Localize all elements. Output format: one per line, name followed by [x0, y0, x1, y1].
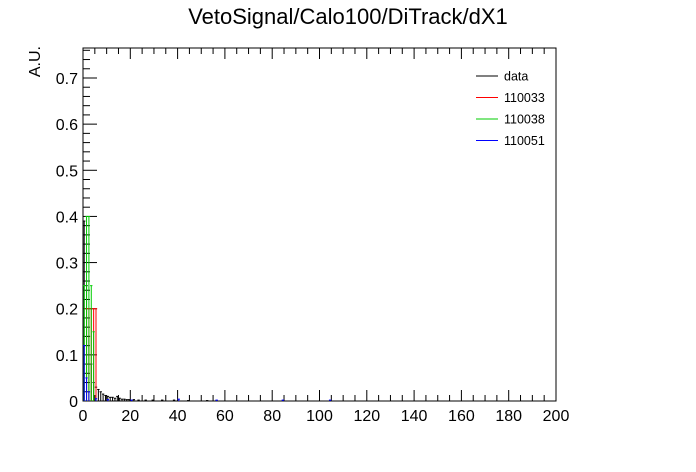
- x-tick-label: 20: [121, 408, 139, 425]
- y-tick-label: 0.7: [56, 71, 78, 88]
- y-tick-label: 0.5: [56, 163, 78, 180]
- series-110051: [83, 345, 332, 401]
- y-tick-label: 0.2: [56, 302, 78, 319]
- legend-label-110033: 110033: [504, 91, 545, 105]
- y-axis-label: A.U.: [27, 46, 44, 77]
- x-tick-label: 120: [353, 408, 380, 425]
- x-tick-label: 80: [263, 408, 281, 425]
- legend-label-110051: 110051: [504, 134, 545, 148]
- legend: data 110033 110038 110051: [476, 70, 545, 148]
- series-layer: [83, 215, 332, 402]
- x-tick-label: 180: [495, 408, 522, 425]
- legend-label-data: data: [504, 70, 528, 84]
- legend-label-110038: 110038: [504, 113, 545, 127]
- y-tick-label: 0.6: [56, 117, 78, 134]
- x-tick-label: 200: [543, 408, 570, 425]
- x-tick-label: 160: [448, 408, 475, 425]
- y-tick-label: 0.1: [56, 348, 78, 365]
- y-tick-label: 0: [69, 394, 78, 411]
- x-tick-label: 100: [306, 408, 333, 425]
- x-tick-label: 40: [169, 408, 187, 425]
- x-tick-label: 60: [216, 408, 234, 425]
- y-tick-label: 0.3: [56, 256, 78, 273]
- tick-labels: 0 20 40 60 80 100 120 140 160 180 200 0 0.1 0.2 0.3 0.4…: [56, 71, 570, 425]
- chart-title: VetoSignal/Calo100/DiTrack/dX1: [188, 4, 508, 29]
- y-tick-label: 0.4: [56, 209, 78, 226]
- x-tick-label: 140: [401, 408, 428, 425]
- x-tick-label: 0: [79, 408, 88, 425]
